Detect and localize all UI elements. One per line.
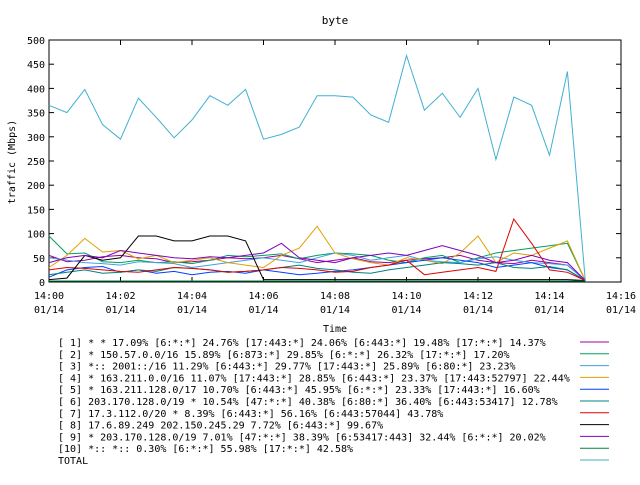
plot-border xyxy=(48,39,622,283)
y-tick-label: 250 xyxy=(27,157,45,168)
x-tick-label-time: 14:02 xyxy=(105,291,135,302)
y-tick-label: 200 xyxy=(27,181,45,192)
x-tick-label-time: 14:00 xyxy=(34,291,64,302)
y-tick-label: 350 xyxy=(27,109,45,120)
legend-entry-label: TOTAL xyxy=(58,456,88,467)
x-tick-label-date: 01/14 xyxy=(606,305,636,316)
x-tick-label-time: 14:16 xyxy=(606,291,636,302)
series-line-7 xyxy=(48,218,586,281)
y-tick-label: 0 xyxy=(39,278,45,289)
x-tick-label-time: 14:10 xyxy=(391,291,421,302)
legend-entry-label: [ 1] * * 17.09% [6:*:*] 24.76% [17:443:*… xyxy=(58,338,546,349)
plot-frame xyxy=(48,39,622,283)
y-axis-ticks: 0 50 100 150 200 250 300 350 400 450 500 xyxy=(27,36,621,289)
y-tick-label: 400 xyxy=(27,84,45,95)
x-tick-label-time: 14:06 xyxy=(248,291,278,302)
series-line-11 xyxy=(48,53,586,281)
legend-entry-label: [ 5] * 163.211.128.0/17 10.70% [6:443:*]… xyxy=(58,385,540,396)
x-tick-label-date: 01/14 xyxy=(105,305,135,316)
chart-title: byte xyxy=(322,14,349,27)
x-tick-label-time: 14:04 xyxy=(177,291,207,302)
legend-entry-label: [ 2] * 150.57.0.0/16 15.89% [6:873:*] 29… xyxy=(58,350,510,361)
legend-entry-label: [ 4] * 163.211.0.0/16 11.07% [17:443:*] … xyxy=(58,373,570,384)
legend-entry-label: [ 9] * 203.170.128.0/19 7.01% [47:*:*] 3… xyxy=(58,432,546,443)
series-line-9 xyxy=(48,242,586,281)
legend: [ 1] * * 17.09% [6:*:*] 24.76% [17:443:*… xyxy=(58,338,609,467)
series-line-4 xyxy=(48,225,586,281)
x-tick-label-date: 01/14 xyxy=(463,305,493,316)
y-tick-label: 150 xyxy=(27,205,45,216)
legend-entry-label: [ 6] 203.170.128.0/19 * 10.54% [47:*:*] … xyxy=(58,397,558,408)
x-tick-label-date: 01/14 xyxy=(534,305,564,316)
x-tick-label-date: 01/14 xyxy=(177,305,207,316)
y-tick-label: 450 xyxy=(27,60,45,71)
legend-entry-label: [ 3] *:: 2001::/16 11.29% [6:443:*] 29.7… xyxy=(58,362,516,373)
x-tick-label-time: 14:12 xyxy=(463,291,493,302)
x-tick-label-date: 01/14 xyxy=(34,305,64,316)
y-tick-label: 100 xyxy=(27,230,45,241)
series-line-3 xyxy=(48,252,586,281)
series-lines xyxy=(48,53,586,282)
x-axis-ticks: 14:00 01/14 14:02 01/14 14:04 01/14 14:06 01/14… xyxy=(34,40,636,316)
x-tick-label-date: 01/14 xyxy=(320,305,350,316)
y-tick-label: 300 xyxy=(27,133,45,144)
y-tick-label: 500 xyxy=(27,36,45,47)
y-tick-label: 50 xyxy=(33,254,45,265)
series-line-2 xyxy=(48,235,586,281)
legend-entry-label: [ 8] 17.6.89.249 202.150.245.29 7.72% [6… xyxy=(58,421,383,432)
legend-entry-label: [10] *:: *:: 0.30% [6:*:*] 55.98% [17:*:… xyxy=(58,444,353,455)
series-line-8 xyxy=(48,235,586,281)
x-tick-label-date: 01/14 xyxy=(391,305,421,316)
x-tick-label-time: 14:14 xyxy=(534,291,564,302)
x-axis-label: Time xyxy=(323,324,347,335)
legend-entry-label: [ 7] 17.3.112.0/20 * 8.39% [6:443:*] 56.… xyxy=(58,409,443,420)
y-axis-label: traffic (Mbps) xyxy=(7,120,18,204)
x-tick-label-date: 01/14 xyxy=(248,305,278,316)
x-tick-label-time: 14:08 xyxy=(320,291,350,302)
